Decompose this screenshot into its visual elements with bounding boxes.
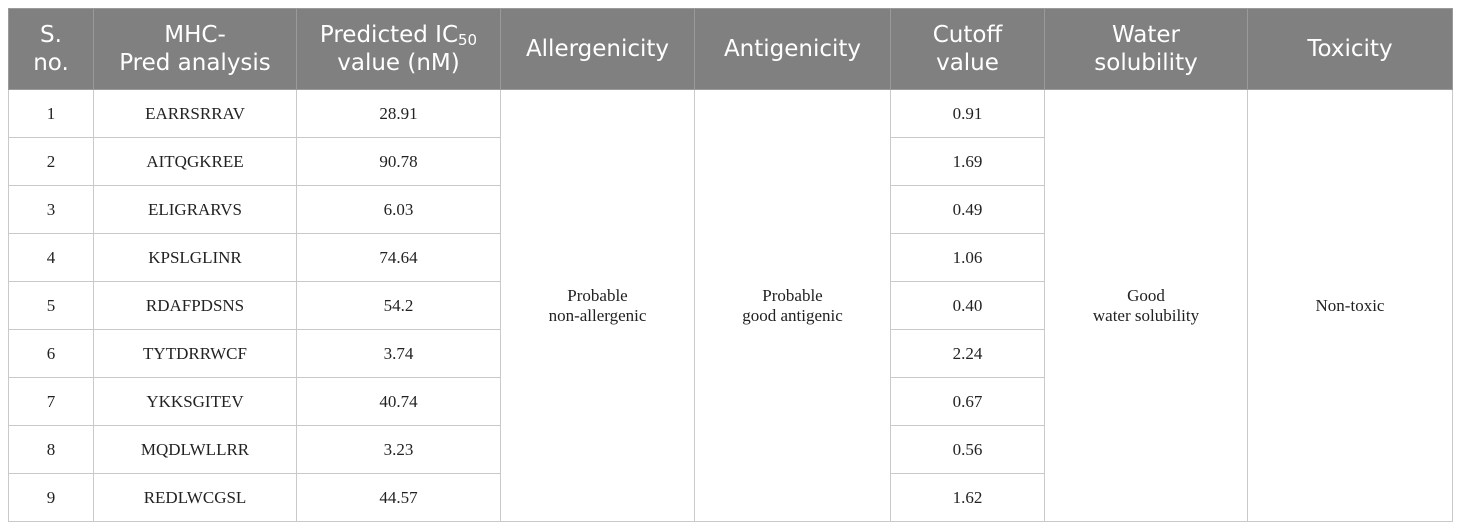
cell-sno: 9 <box>8 473 94 522</box>
table-row: 5 RDAFPDSNS 54.2 0.40 <box>8 281 1453 330</box>
allergenicity-line1: Probable <box>567 285 628 305</box>
cell-cutoff: 0.67 <box>890 377 1045 426</box>
cell-ic50: 90.78 <box>296 137 501 186</box>
cell-water-solubility: Good water solubility <box>1044 89 1248 522</box>
cell-sno: 8 <box>8 425 94 474</box>
header-ic50: Predicted IC50 value (nM) <box>296 8 501 90</box>
cell-cutoff: 0.40 <box>890 281 1045 330</box>
table-row: 2 AITQGKREE 90.78 1.69 <box>8 137 1453 186</box>
header-ic50-line1: Predicted IC50 <box>303 21 494 49</box>
cell-peptide: MQDLWLLRR <box>93 425 297 474</box>
header-sno-line1: S. <box>40 22 62 48</box>
header-toxicity: Toxicity <box>1247 8 1453 90</box>
header-water-solubility: Water solubility <box>1044 8 1248 90</box>
antigenicity-line1: Probable <box>762 285 823 305</box>
cell-sno: 5 <box>8 281 94 330</box>
header-water-line1: Water <box>1112 22 1180 48</box>
cell-ic50: 6.03 <box>296 185 501 234</box>
table-row: 1 EARRSRRAV 28.91 Probable non-allergeni… <box>8 89 1453 522</box>
cell-peptide: REDLWCGSL <box>93 473 297 522</box>
peptide-table: S. no. MHC- Pred analysis Predicted IC50… <box>8 8 1453 522</box>
cell-ic50: 74.64 <box>296 233 501 282</box>
cell-cutoff: 0.91 <box>890 89 1045 138</box>
table-row: 3 ELIGRARVS 6.03 0.49 <box>8 185 1453 234</box>
allergenicity-line2: non-allergenic <box>548 305 647 325</box>
header-mhc-pred: MHC- Pred analysis <box>93 8 297 90</box>
table-row: 4 KPSLGLINR 74.64 1.06 <box>8 233 1453 282</box>
header-cutoff-line2: value <box>936 50 999 76</box>
header-sno-line2: no. <box>33 50 69 76</box>
cell-peptide: RDAFPDSNS <box>93 281 297 330</box>
cell-sno: 2 <box>8 137 94 186</box>
table-row: 7 YKKSGITEV 40.74 0.67 <box>8 377 1453 426</box>
cell-peptide: ELIGRARVS <box>93 185 297 234</box>
cell-ic50: 40.74 <box>296 377 501 426</box>
header-antigenicity: Antigenicity <box>694 8 891 90</box>
header-ic50-line2: value (nM) <box>337 50 460 76</box>
cell-sno: 4 <box>8 233 94 282</box>
cell-cutoff: 0.49 <box>890 185 1045 234</box>
cell-peptide: TYTDRRWCF <box>93 329 297 378</box>
cell-peptide: YKKSGITEV <box>93 377 297 426</box>
cell-toxicity: Non-toxic <box>1247 89 1453 522</box>
header-row: S. no. MHC- Pred analysis Predicted IC50… <box>8 8 1453 90</box>
cell-ic50: 3.74 <box>296 329 501 378</box>
antigenicity-line2: good antigenic <box>742 305 843 325</box>
cell-sno: 1 <box>8 89 94 138</box>
cell-allergenicity: Probable non-allergenic <box>500 89 695 522</box>
water-line1: Good <box>1127 285 1165 305</box>
cell-ic50: 28.91 <box>296 89 501 138</box>
cell-peptide: KPSLGLINR <box>93 233 297 282</box>
water-line2: water solubility <box>1092 305 1200 325</box>
cell-cutoff: 1.69 <box>890 137 1045 186</box>
header-ic50-subscript: 50 <box>458 31 478 49</box>
header-ic50-prefix: Predicted IC <box>319 22 459 48</box>
table-row: 6 TYTDRRWCF 3.74 2.24 <box>8 329 1453 378</box>
header-sno: S. no. <box>8 8 94 90</box>
table-body: 1 EARRSRRAV 28.91 Probable non-allergeni… <box>8 89 1453 522</box>
cell-ic50: 54.2 <box>296 281 501 330</box>
cell-ic50: 44.57 <box>296 473 501 522</box>
cell-cutoff: 0.56 <box>890 425 1045 474</box>
header-allergenicity: Allergenicity <box>500 8 695 90</box>
table-row: 8 MQDLWLLRR 3.23 0.56 <box>8 425 1453 474</box>
header-cutoff-line1: Cutoff <box>932 22 1003 48</box>
cell-cutoff: 1.06 <box>890 233 1045 282</box>
cell-peptide: EARRSRRAV <box>93 89 297 138</box>
cell-sno: 7 <box>8 377 94 426</box>
table-row: 9 REDLWCGSL 44.57 1.62 <box>8 473 1453 522</box>
cell-cutoff: 1.62 <box>890 473 1045 522</box>
table-header: S. no. MHC- Pred analysis Predicted IC50… <box>8 8 1453 90</box>
header-mhc-line1: MHC- <box>164 22 226 48</box>
cell-cutoff: 2.24 <box>890 329 1045 378</box>
cell-sno: 6 <box>8 329 94 378</box>
cell-antigenicity: Probable good antigenic <box>694 89 891 522</box>
header-cutoff: Cutoff value <box>890 8 1045 90</box>
cell-ic50: 3.23 <box>296 425 501 474</box>
cell-sno: 3 <box>8 185 94 234</box>
cell-peptide: AITQGKREE <box>93 137 297 186</box>
header-mhc-line2: Pred analysis <box>119 50 271 76</box>
header-water-line2: solubility <box>1094 50 1198 76</box>
